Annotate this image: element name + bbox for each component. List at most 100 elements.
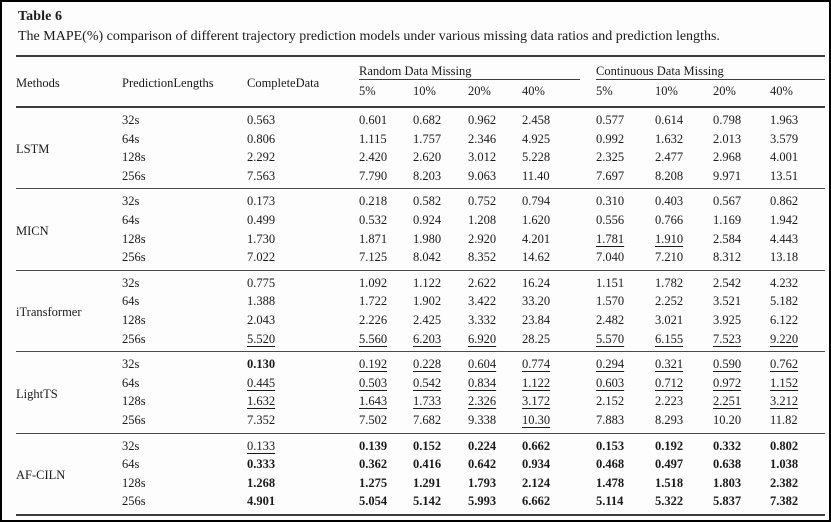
value-cell: 7.210 bbox=[655, 250, 684, 265]
value-cell: 0.503 bbox=[359, 375, 388, 390]
value-cell: 3.021 bbox=[655, 312, 684, 327]
value-cell: 0.582 bbox=[413, 188, 468, 211]
value-cell: 3.422 bbox=[468, 294, 497, 309]
value-cell: 2.013 bbox=[713, 131, 742, 146]
value-cell: 0.416 bbox=[413, 457, 442, 472]
ratio-header-random-20: 20% bbox=[468, 79, 522, 108]
spacer-cell bbox=[580, 188, 596, 211]
value-cell: 4.443 bbox=[770, 231, 799, 246]
prediction-length-cell: 128s bbox=[122, 150, 146, 165]
value-cell: 5.228 bbox=[522, 150, 551, 165]
spacer-cell bbox=[580, 130, 596, 149]
method-label: MICN bbox=[16, 188, 122, 271]
value-cell: 0.642 bbox=[468, 457, 497, 472]
value-cell: 0.798 bbox=[713, 106, 770, 130]
value-cell: 1.722 bbox=[359, 294, 388, 309]
value-cell: 1.632 bbox=[655, 131, 684, 146]
value-cell: 0.332 bbox=[713, 432, 770, 456]
value-cell: 0.774 bbox=[522, 351, 580, 374]
value-cell: 7.563 bbox=[247, 168, 276, 183]
value-cell: 8.293 bbox=[655, 412, 684, 427]
value-cell: 4.232 bbox=[770, 269, 826, 293]
table-title: Table 6 bbox=[18, 9, 63, 24]
value-cell: 1.733 bbox=[413, 394, 442, 409]
value-cell: 2.152 bbox=[596, 394, 625, 409]
value-cell: 0.834 bbox=[468, 375, 497, 390]
prediction-length-cell: 32s bbox=[122, 269, 247, 293]
value-cell: 1.902 bbox=[413, 294, 442, 309]
value-cell: 3.925 bbox=[713, 312, 742, 327]
value-cell: 16.24 bbox=[522, 269, 580, 293]
value-cell: 4.201 bbox=[522, 231, 551, 246]
value-cell: 0.604 bbox=[468, 351, 522, 374]
value-cell: 2.346 bbox=[468, 131, 497, 146]
value-cell: 5.054 bbox=[359, 494, 388, 509]
prediction-length-cell: 64s bbox=[122, 457, 140, 472]
value-cell: 9.338 bbox=[468, 412, 497, 427]
prediction-length-cell: 32s bbox=[122, 106, 247, 130]
prediction-length-cell: 256s bbox=[122, 412, 146, 427]
value-cell: 0.962 bbox=[468, 106, 522, 130]
value-cell: 5.570 bbox=[596, 331, 625, 346]
value-cell: 0.333 bbox=[247, 457, 276, 472]
value-cell: 2.477 bbox=[655, 150, 684, 165]
value-cell: 1.169 bbox=[713, 212, 742, 227]
value-cell: 0.130 bbox=[247, 351, 359, 374]
value-cell: 0.752 bbox=[468, 188, 522, 211]
value-cell: 0.445 bbox=[247, 375, 276, 390]
value-cell: 2.325 bbox=[596, 150, 625, 165]
value-cell: 7.352 bbox=[247, 412, 276, 427]
value-cell: 7.022 bbox=[247, 250, 276, 265]
spacer-cell bbox=[580, 492, 596, 515]
value-cell: 3.332 bbox=[468, 312, 497, 327]
spacer-cell bbox=[580, 392, 596, 411]
ratio-header-random-40: 40% bbox=[522, 79, 580, 108]
spacer-cell bbox=[580, 106, 596, 130]
spacer-cell bbox=[580, 455, 596, 474]
method-label: LightTS bbox=[16, 351, 122, 433]
value-cell: 6.155 bbox=[655, 331, 684, 346]
method-label: LSTM bbox=[16, 106, 122, 189]
value-cell: 1.122 bbox=[413, 269, 468, 293]
value-cell: 2.252 bbox=[655, 294, 684, 309]
value-cell: 0.794 bbox=[522, 188, 580, 211]
value-cell: 13.51 bbox=[770, 168, 799, 183]
value-cell: 2.292 bbox=[247, 150, 276, 165]
value-cell: 0.228 bbox=[413, 351, 468, 374]
value-cell: 0.934 bbox=[522, 457, 551, 472]
prediction-length-cell: 128s bbox=[122, 231, 146, 246]
value-cell: 2.226 bbox=[359, 312, 388, 327]
mape-comparison-table: Methods PredictionLengths CompleteData R… bbox=[16, 55, 826, 516]
value-cell: 2.043 bbox=[247, 312, 276, 327]
value-cell: 8.208 bbox=[655, 168, 684, 183]
continuous-data-missing-group-header: Continuous Data Missing bbox=[596, 55, 826, 80]
value-cell: 0.133 bbox=[247, 432, 359, 456]
value-cell: 1.388 bbox=[247, 294, 276, 309]
spacer-cell bbox=[580, 230, 596, 249]
table-caption: The MAPE(%) comparison of different traj… bbox=[18, 29, 720, 44]
value-cell: 3.521 bbox=[713, 294, 742, 309]
value-cell: 7.790 bbox=[359, 168, 388, 183]
prediction-length-cell: 128s bbox=[122, 312, 146, 327]
value-cell: 0.603 bbox=[596, 375, 625, 390]
value-cell: 0.362 bbox=[359, 457, 388, 472]
value-cell: 33.20 bbox=[522, 294, 551, 309]
value-cell: 4.001 bbox=[770, 150, 799, 165]
value-cell: 1.268 bbox=[247, 475, 276, 490]
random-data-missing-group-header: Random Data Missing bbox=[359, 55, 580, 80]
value-cell: 3.579 bbox=[770, 131, 799, 146]
value-cell: 0.614 bbox=[655, 106, 713, 130]
value-cell: 1.793 bbox=[468, 475, 497, 490]
value-cell: 0.542 bbox=[413, 375, 442, 390]
spacer-cell bbox=[580, 211, 596, 230]
value-cell: 0.152 bbox=[413, 432, 468, 456]
value-cell: 0.153 bbox=[596, 432, 655, 456]
value-cell: 1.570 bbox=[596, 294, 625, 309]
value-cell: 1.038 bbox=[770, 457, 799, 472]
value-cell: 10.20 bbox=[713, 412, 742, 427]
value-cell: 2.920 bbox=[468, 231, 497, 246]
value-cell: 5.142 bbox=[413, 494, 442, 509]
ratio-header-continuous-5: 5% bbox=[596, 79, 655, 108]
value-cell: 6.662 bbox=[522, 494, 551, 509]
value-cell: 5.114 bbox=[596, 494, 624, 509]
